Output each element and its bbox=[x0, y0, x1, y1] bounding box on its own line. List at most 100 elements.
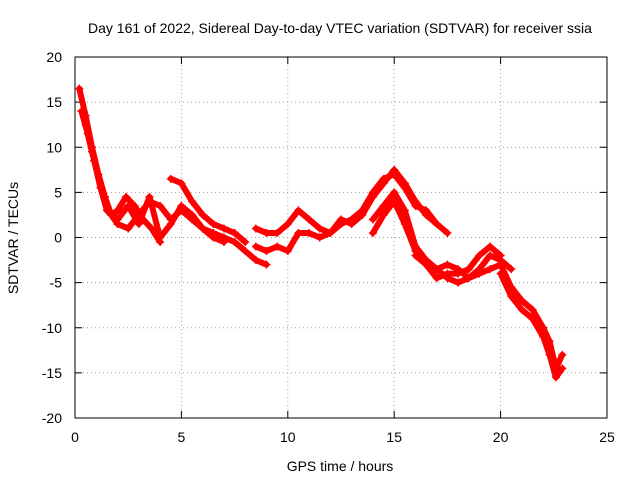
data-point-marker bbox=[156, 238, 165, 247]
data-point-marker bbox=[130, 201, 139, 210]
data-point-marker bbox=[545, 350, 554, 359]
data-point-marker bbox=[379, 201, 388, 210]
data-point-marker bbox=[368, 188, 377, 197]
y-tick-label: -10 bbox=[42, 320, 62, 336]
x-tick-label: 20 bbox=[493, 429, 509, 445]
data-point-marker bbox=[94, 170, 103, 179]
data-point-marker bbox=[507, 265, 516, 274]
data-point-marker bbox=[251, 224, 260, 233]
data-point-marker bbox=[326, 228, 335, 237]
data-point-marker bbox=[177, 201, 186, 210]
data-point-marker bbox=[558, 364, 567, 373]
data-point-marker bbox=[305, 228, 314, 237]
data-point-marker bbox=[77, 107, 86, 116]
y-tick-label: -15 bbox=[42, 365, 62, 381]
data-point-marker bbox=[113, 215, 122, 224]
y-tick-labels: -20 -15 -10 -5 0 5 10 15 20 bbox=[42, 49, 62, 426]
data-point-marker bbox=[188, 197, 197, 206]
data-point-marker bbox=[517, 296, 526, 305]
data-point-marker bbox=[81, 120, 90, 129]
data-point-marker bbox=[294, 228, 303, 237]
x-tick-label: 10 bbox=[280, 429, 296, 445]
data-point-marker bbox=[198, 224, 207, 233]
data-point-marker bbox=[177, 179, 186, 188]
data-point-marker bbox=[107, 210, 116, 219]
data-point-marker bbox=[485, 251, 494, 260]
data-point-marker bbox=[262, 228, 271, 237]
data-point-marker bbox=[219, 238, 228, 247]
series-line bbox=[497, 270, 566, 381]
data-point-marker bbox=[411, 251, 420, 260]
data-point-marker bbox=[241, 238, 250, 247]
data-point-marker bbox=[411, 201, 420, 210]
data-point-marker bbox=[422, 206, 431, 215]
data-point-marker bbox=[379, 210, 388, 219]
data-point-marker bbox=[147, 224, 156, 233]
y-tick-label: 10 bbox=[46, 139, 62, 155]
series-line bbox=[78, 108, 227, 245]
data-point-marker bbox=[507, 292, 516, 301]
y-tick-label: 5 bbox=[54, 184, 62, 200]
data-point-marker bbox=[283, 219, 292, 228]
series-track-6 bbox=[251, 170, 452, 256]
x-tick-label: 5 bbox=[178, 429, 186, 445]
data-point-marker bbox=[390, 197, 399, 206]
data-point-marker bbox=[432, 274, 441, 283]
data-point-marker bbox=[496, 251, 505, 260]
y-tick-label: 0 bbox=[54, 230, 62, 246]
chart-title: Day 161 of 2022, Sidereal Day-to-day VTE… bbox=[88, 20, 592, 36]
data-point-marker bbox=[422, 260, 431, 269]
data-point-marker bbox=[75, 84, 84, 93]
data-point-marker bbox=[432, 265, 441, 274]
data-point-marker bbox=[209, 233, 218, 242]
data-point-marker bbox=[241, 247, 250, 256]
data-point-marker bbox=[475, 269, 484, 278]
data-point-marker bbox=[443, 228, 452, 237]
data-point-marker bbox=[315, 233, 324, 242]
data-point-marker bbox=[358, 206, 367, 215]
data-marks bbox=[75, 84, 567, 382]
data-point-marker bbox=[262, 260, 271, 269]
data-point-marker bbox=[528, 305, 537, 314]
series-track-3 bbox=[81, 120, 165, 247]
data-point-marker bbox=[400, 183, 409, 192]
data-point-marker bbox=[134, 219, 143, 228]
data-point-marker bbox=[485, 265, 494, 274]
x-tick-labels: 0 5 10 15 20 25 bbox=[71, 429, 615, 445]
data-point-marker bbox=[454, 278, 463, 287]
data-point-marker bbox=[315, 224, 324, 233]
data-point-marker bbox=[113, 206, 122, 215]
y-tick-label: -20 bbox=[42, 410, 62, 426]
data-point-marker bbox=[337, 219, 345, 228]
data-point-marker bbox=[475, 251, 484, 260]
data-point-marker bbox=[122, 192, 131, 201]
data-point-marker bbox=[464, 274, 473, 283]
data-point-marker bbox=[188, 210, 197, 219]
axis-ticks bbox=[74, 56, 608, 419]
data-point-marker bbox=[390, 188, 399, 197]
series-track-4 bbox=[166, 174, 250, 247]
y-tick-label: 15 bbox=[46, 94, 62, 110]
data-point-marker bbox=[368, 228, 377, 237]
y-tick-label: -5 bbox=[50, 275, 63, 291]
data-point-marker bbox=[454, 269, 463, 278]
data-point-marker bbox=[230, 238, 239, 247]
data-point-marker bbox=[517, 305, 526, 314]
data-point-marker bbox=[262, 247, 271, 256]
data-point-marker bbox=[443, 260, 452, 269]
data-point-marker bbox=[539, 332, 548, 341]
data-point-marker bbox=[551, 373, 560, 382]
data-point-marker bbox=[558, 350, 567, 359]
data-point-marker bbox=[124, 224, 133, 233]
y-tick-label: 20 bbox=[46, 49, 62, 65]
data-point-marker bbox=[400, 219, 409, 228]
data-point-marker bbox=[209, 219, 218, 228]
data-point-marker bbox=[368, 215, 377, 224]
data-point-marker bbox=[251, 242, 260, 251]
data-point-marker bbox=[283, 247, 292, 256]
data-point-marker bbox=[273, 242, 282, 251]
data-point-marker bbox=[198, 210, 207, 219]
series-track-11 bbox=[496, 269, 567, 382]
data-point-marker bbox=[166, 219, 175, 228]
data-point-marker bbox=[496, 260, 505, 269]
